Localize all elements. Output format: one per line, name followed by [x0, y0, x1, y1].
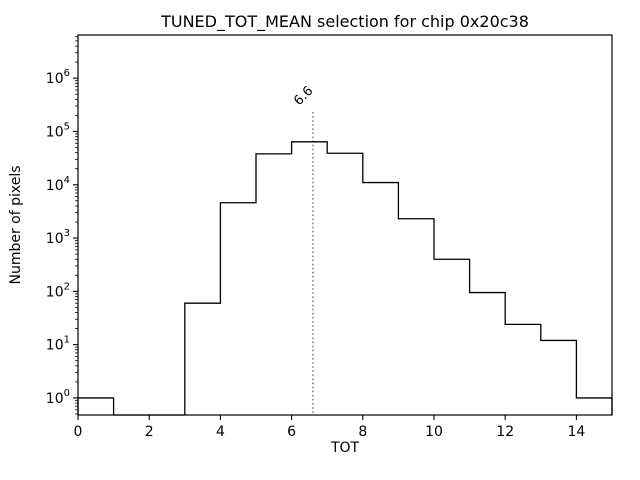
y-tick-label: 104	[46, 175, 70, 194]
chart-title: TUNED_TOT_MEAN selection for chip 0x20c3…	[160, 12, 529, 32]
y-tick-label: 100	[46, 388, 70, 407]
y-tick-label: 106	[46, 68, 70, 87]
axis-tick-labels: 0 2 4 6 8 10 12 14 100 101 102 103 104 105 106	[46, 68, 586, 440]
y-tick-label: 102	[46, 281, 70, 300]
x-tick-label: 0	[74, 424, 83, 440]
y-tick-label: 105	[46, 121, 70, 140]
x-tick-label: 8	[358, 424, 367, 440]
y-axis-label: Number of pixels	[8, 165, 24, 284]
x-tick-label: 4	[216, 424, 225, 440]
x-tick-label: 12	[496, 424, 514, 440]
y-tick-label: 101	[46, 335, 70, 354]
plot-border	[77, 34, 613, 416]
x-tick-label: 10	[425, 424, 443, 440]
x-tick-label: 6	[287, 424, 296, 440]
y-tick-label: 103	[46, 228, 70, 247]
x-tick-label: 2	[145, 424, 154, 440]
x-axis-label: TOT	[330, 440, 360, 456]
histogram-step-line	[77, 141, 613, 416]
selection-value-label: 6.6	[291, 84, 316, 109]
x-tick-label: 14	[567, 424, 585, 440]
axis-major-ticks	[73, 77, 577, 420]
